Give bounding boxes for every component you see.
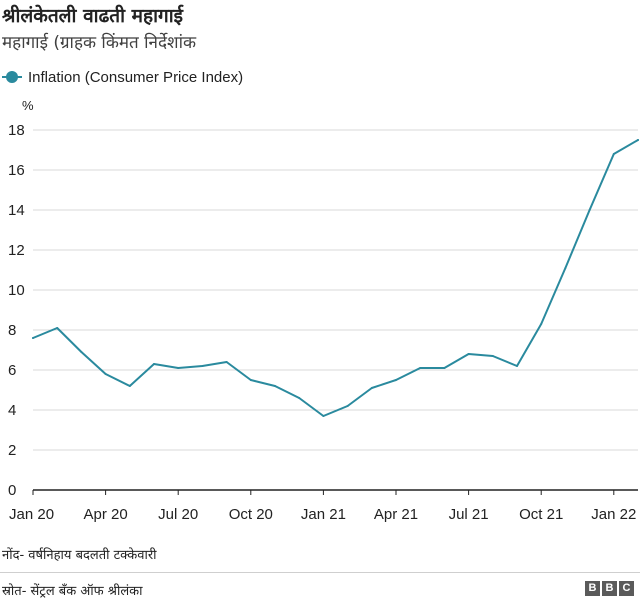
bbc-logo: B B C [585, 581, 634, 596]
series-layer [32, 139, 639, 417]
bbc-logo-letter: B [602, 581, 617, 596]
x-tick-label: Jul 21 [449, 506, 489, 523]
data-point [588, 209, 591, 211]
data-point [491, 355, 494, 357]
y-axis-ticks: 0 2 4 6 8 10 12 14 16 18 [8, 122, 25, 499]
data-point [298, 397, 301, 399]
source-text: स्रोत- सेंट्रल बँक ऑफ श्रीलंका [2, 584, 143, 599]
data-point [274, 385, 276, 387]
data-point [612, 153, 615, 155]
x-axis-ticks: Jan 20 Apr 20 Jul 20 Oct 20 Jan 21 Apr 21 Jul … [9, 490, 636, 523]
footnote: नोंद- वर्षनिहाय बदलती टक्केवारी [2, 548, 157, 563]
x-tick-label: Jan 21 [301, 506, 346, 523]
data-point [540, 323, 543, 325]
data-point [467, 353, 470, 355]
data-point [395, 379, 397, 381]
data-point [225, 361, 228, 363]
y-tick-label: 8 [8, 322, 16, 339]
data-point [153, 363, 155, 365]
bbc-logo-letter: C [619, 581, 634, 596]
footer-divider [0, 572, 640, 573]
chart-title: श्रीलंकेतली वाढती महागाई [2, 5, 183, 27]
y-tick-label: 2 [8, 442, 16, 459]
data-point [637, 139, 639, 141]
y-tick-label: 4 [8, 402, 16, 419]
data-point [80, 351, 83, 353]
x-tick-label: Oct 21 [519, 506, 563, 523]
chart-subtitle: महागाई (ग्राहक किंमत निर्देशांक [2, 33, 197, 53]
data-point [249, 379, 252, 381]
legend-label: Inflation (Consumer Price Index) [28, 68, 244, 86]
bbc-logo-letter: B [585, 581, 600, 596]
data-point [128, 385, 131, 387]
data-point [370, 387, 373, 389]
y-axis-unit-label: % [22, 98, 34, 113]
data-point [32, 337, 34, 339]
gridlines [33, 129, 638, 451]
data-point [516, 365, 518, 367]
y-tick-label: 10 [8, 282, 25, 299]
data-point [564, 267, 567, 269]
legend: Inflation (Consumer Price Index) [2, 66, 243, 88]
x-tick-label: Jan 20 [9, 506, 54, 523]
series-line-inflation [32, 139, 639, 417]
y-tick-label: 0 [8, 482, 16, 499]
x-tick-label: Apr 20 [83, 506, 127, 523]
data-point [201, 365, 204, 367]
x-tick-label: Apr 21 [374, 506, 418, 523]
x-tick-label: Oct 20 [229, 506, 273, 523]
x-tick-label: Jul 20 [158, 506, 198, 523]
y-tick-label: 18 [8, 122, 25, 139]
y-tick-label: 12 [8, 242, 25, 259]
y-tick-label: 6 [8, 362, 16, 379]
data-point [346, 405, 349, 407]
y-tick-label: 16 [8, 162, 25, 179]
data-point [443, 367, 446, 369]
data-point [322, 415, 325, 417]
legend-swatch-icon [2, 70, 22, 84]
data-point [104, 373, 107, 375]
data-point [177, 367, 180, 369]
y-tick-label: 14 [8, 202, 25, 219]
x-tick-label: Jan 22 [591, 506, 636, 523]
data-point [419, 367, 422, 369]
data-point [56, 327, 59, 329]
legend-swatch-dot [6, 71, 18, 83]
